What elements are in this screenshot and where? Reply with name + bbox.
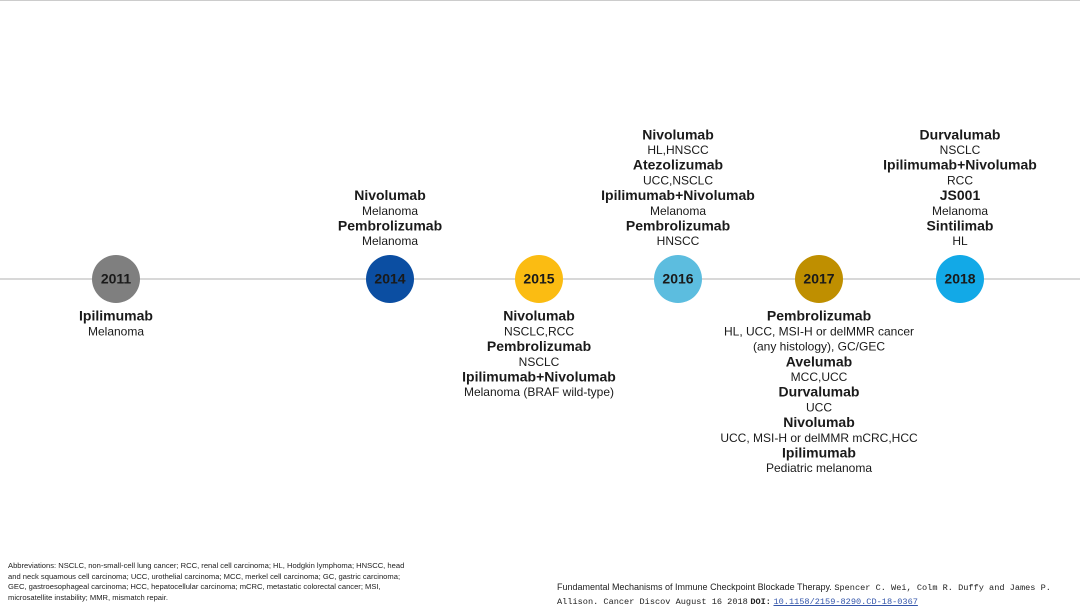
- year-label: 2016: [662, 271, 693, 287]
- indication: RCC: [947, 173, 973, 187]
- citation-title: Fundamental Mechanisms of Immune Checkpo…: [557, 582, 832, 592]
- drug-name: Ipilimumab+Nivolumab: [601, 187, 755, 203]
- drug-name: Nivolumab: [783, 414, 855, 430]
- indication: MCC,UCC: [791, 370, 848, 384]
- drug-name: Sintilimab: [927, 218, 994, 234]
- indication: NSCLC: [940, 143, 981, 157]
- drug-name: Pembrolizumab: [338, 218, 442, 234]
- drug-name: Pembrolizumab: [767, 308, 871, 324]
- drug-name: Nivolumab: [503, 308, 575, 324]
- indication: Melanoma: [362, 234, 418, 248]
- doi-link[interactable]: 10.1158/2159-8290.CD-18-0367: [773, 597, 918, 607]
- drug-name: Avelumab: [786, 353, 852, 369]
- indication: UCC: [806, 400, 832, 414]
- indication: Melanoma: [362, 204, 418, 218]
- drug-name: Pembrolizumab: [626, 218, 730, 234]
- drug-name: Pembrolizumab: [487, 338, 591, 354]
- drug-name: Ipilimumab: [79, 308, 153, 324]
- abbreviations: Abbreviations: NSCLC, non-small-cell lun…: [8, 561, 405, 602]
- year-marker: [936, 255, 984, 303]
- indication: (any histology), GC/GEC: [753, 340, 885, 354]
- indication: HL: [952, 234, 968, 248]
- indication: UCC,NSCLC: [643, 173, 713, 187]
- year-label: 2014: [374, 271, 405, 287]
- drug-name: Durvalumab: [779, 384, 860, 400]
- indication: Melanoma: [932, 204, 988, 218]
- year-label: 2015: [523, 271, 554, 287]
- year-marker: [654, 255, 702, 303]
- drug-name: Ipilimumab+Nivolumab: [883, 157, 1037, 173]
- citation-authors: Spencer C. Wei, Colm R. Duffy and James …: [557, 583, 1051, 607]
- indication: Melanoma (BRAF wild-type): [464, 385, 614, 399]
- drug-name: Ipilimumab+Nivolumab: [462, 369, 616, 385]
- year-marker: [92, 255, 140, 303]
- indication: HNSCC: [657, 234, 700, 248]
- indication: Melanoma: [650, 204, 706, 218]
- year-marker: [795, 255, 843, 303]
- indication: UCC, MSI-H or delMMR mCRC,HCC: [720, 431, 918, 445]
- indication: Melanoma: [88, 324, 144, 338]
- indication: NSCLC: [519, 355, 560, 369]
- timeline: 2011IpilimumabMelanoma2014NivolumabMelan…: [0, 126, 1080, 475]
- drug-name: Durvalumab: [920, 126, 1001, 142]
- year-label: 2011: [101, 271, 132, 287]
- drug-name: Ipilimumab: [782, 445, 856, 461]
- drug-name: JS001: [940, 187, 981, 203]
- indication: NSCLC,RCC: [504, 324, 574, 338]
- year-marker: [366, 255, 414, 303]
- drug-name: Nivolumab: [354, 187, 426, 203]
- citation: Fundamental Mechanisms of Immune Checkpo…: [557, 581, 1072, 607]
- doi-label: DOI:: [750, 597, 771, 607]
- year-marker: [515, 255, 563, 303]
- drug-name: Atezolizumab: [633, 157, 723, 173]
- indication: Pediatric melanoma: [766, 461, 872, 475]
- year-label: 2018: [944, 271, 975, 287]
- drug-name: Nivolumab: [642, 126, 714, 142]
- indication: HL, UCC, MSI-H or delMMR cancer: [724, 324, 914, 338]
- indication: HL,HNSCC: [647, 143, 709, 157]
- year-label: 2017: [803, 271, 834, 287]
